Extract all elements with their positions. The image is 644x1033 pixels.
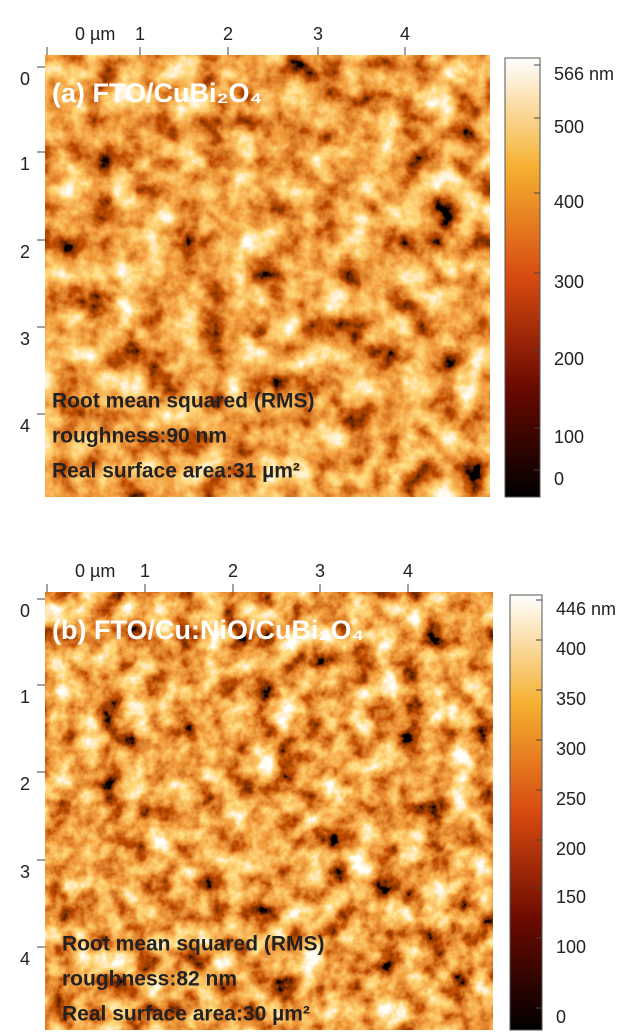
y-tick-label: 0 [20, 69, 30, 89]
x-tick-label: 0 µm [75, 561, 115, 581]
y-tick-label: 4 [20, 949, 30, 969]
colorbar-tick-label: 300 [554, 272, 584, 292]
x-tick-label: 3 [315, 561, 325, 581]
y-tick-label: 3 [20, 862, 30, 882]
x-tick-label: 2 [223, 24, 233, 44]
colorbar-tick-label: 150 [556, 887, 586, 907]
x-tick-label: 0 µm [75, 24, 115, 44]
x-tick-label: 4 [400, 24, 410, 44]
colorbar [509, 594, 543, 1031]
x-tick-label: 1 [140, 561, 150, 581]
colorbar-tick-label: 500 [554, 117, 584, 137]
colorbar-tick-label: 200 [554, 349, 584, 369]
panel-title: (a) FTO/CuBi₂O₄ [52, 78, 262, 108]
colorbar-tick-label: 200 [556, 839, 586, 859]
y-tick-label: 0 [20, 601, 30, 621]
y-tick-label: 4 [20, 416, 30, 436]
afm-image [45, 55, 490, 497]
colorbar-tick-label: 350 [556, 689, 586, 709]
colorbar-tick-label: 250 [556, 789, 586, 809]
x-tick-label: 3 [313, 24, 323, 44]
afm-image [45, 592, 493, 1030]
y-tick-label: 1 [20, 687, 30, 707]
stats-text: Root mean squared (RMS) [52, 390, 315, 413]
x-tick-label: 4 [403, 561, 413, 581]
colorbar-tick-label: 300 [556, 739, 586, 759]
y-tick-label: 2 [20, 774, 30, 794]
colorbar-tick-label: 566 nm [554, 64, 614, 84]
y-tick-label: 1 [20, 154, 30, 174]
colorbar-tick-label: 100 [554, 427, 584, 447]
stats-text: Real surface area:31 µm² [52, 460, 300, 483]
stats-text: Real surface area:30 µm² [62, 1003, 310, 1026]
colorbar-tick-label: 446 nm [556, 599, 616, 619]
y-tick-label: 2 [20, 242, 30, 262]
colorbar-tick-label: 0 [556, 1007, 566, 1027]
y-tick-label: 3 [20, 329, 30, 349]
colorbar-tick-label: 400 [554, 192, 584, 212]
panel-title: (b) FTO/Cu:NiO/CuBi₂O₄ [52, 615, 364, 645]
colorbar [504, 57, 541, 498]
stats-text: roughness:90 nm [52, 425, 227, 448]
stats-text: roughness:82 nm [62, 968, 237, 991]
colorbar-tick-label: 400 [556, 639, 586, 659]
stats-text: Root mean squared (RMS) [62, 933, 325, 956]
x-tick-label: 2 [228, 561, 238, 581]
x-tick-label: 1 [135, 24, 145, 44]
colorbar-tick-label: 0 [554, 469, 564, 489]
colorbar-tick-label: 100 [556, 937, 586, 957]
